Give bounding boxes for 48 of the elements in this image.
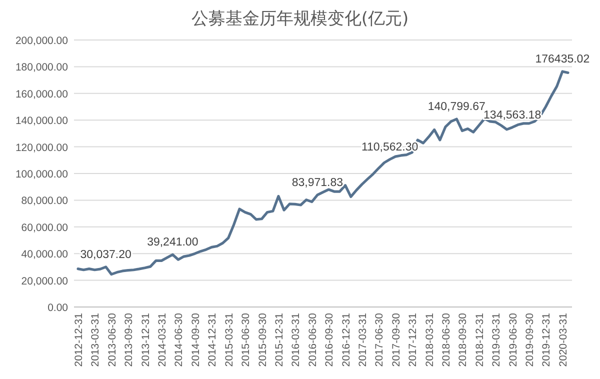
x-tick-label: 2015-06-30	[240, 312, 252, 367]
y-tick-label: 0.00	[48, 302, 68, 314]
x-tick-label: 2014-03-31	[156, 312, 169, 367]
x-tick-label: 2018-06-30	[440, 312, 452, 367]
x-tick-label: 2019-12-31	[540, 312, 553, 367]
y-tick-label: 140,000.00	[15, 115, 68, 128]
x-tick-label: 2018-12-31	[474, 312, 486, 367]
data-label: 30,037.20	[80, 248, 132, 261]
data-label: 176435.02	[535, 53, 590, 66]
y-tick-label: 80,000.00	[21, 195, 68, 208]
x-tick-label: 2013-06-30	[106, 312, 118, 367]
x-tick-label: 2018-09-30	[457, 312, 470, 367]
x-tick-label: 2016-09-30	[324, 312, 336, 367]
x-tick-label: 2015-03-31	[223, 312, 236, 367]
x-tick-label: 2019-06-30	[507, 312, 520, 367]
y-tick-label: 160,000.00	[15, 88, 68, 100]
x-tick-label: 2017-06-30	[374, 312, 386, 367]
x-tick-label: 2015-09-30	[256, 312, 269, 367]
x-tick-label: 2014-12-31	[206, 312, 219, 367]
data-label: 140,799.67	[428, 101, 486, 114]
x-tick-label: 2015-12-31	[273, 312, 286, 367]
x-tick-label: 2013-12-31	[140, 312, 152, 367]
line-series	[76, 70, 570, 276]
data-label: 83,971.83	[292, 176, 344, 189]
y-tick-label: 60,000.00	[21, 222, 68, 234]
y-tick-label: 200,000.00	[15, 35, 68, 47]
x-tick-label: 2017-03-31	[356, 312, 369, 367]
x-tick-label: 2013-09-30	[123, 312, 136, 367]
y-tick-label: 180,000.00	[15, 62, 68, 74]
x-tick-label: 2020-03-31	[557, 312, 570, 367]
x-tick-label: 2019-03-31	[490, 312, 503, 367]
x-tick-label: 2017-12-31	[407, 312, 420, 367]
x-tick-label: 2013-03-31	[90, 312, 102, 367]
x-tick-label: 2017-09-30	[390, 312, 402, 367]
x-tick-label: 2016-12-31	[340, 312, 352, 367]
x-tick-label: 2016-06-30	[306, 312, 319, 367]
data-label: 39,241.00	[147, 236, 198, 249]
x-tick-label: 2014-09-30	[190, 312, 202, 367]
y-tick-label: 120,000.00	[15, 142, 68, 154]
y-tick-label: 100,000.00	[15, 168, 68, 180]
x-tick-label: 2012-12-31	[73, 312, 85, 367]
y-tick-label: 40,000.00	[21, 248, 68, 261]
chart-title: 公募基金历年规模变化(亿元)	[191, 9, 409, 29]
x-tick-label: 2019-09-30	[524, 312, 536, 367]
x-tick-label: 2016-03-31	[290, 312, 302, 367]
x-tick-label: 2014-06-30	[173, 312, 186, 367]
x-tick-label: 2018-03-31	[424, 312, 436, 367]
y-tick-label: 20,000.00	[21, 275, 68, 288]
